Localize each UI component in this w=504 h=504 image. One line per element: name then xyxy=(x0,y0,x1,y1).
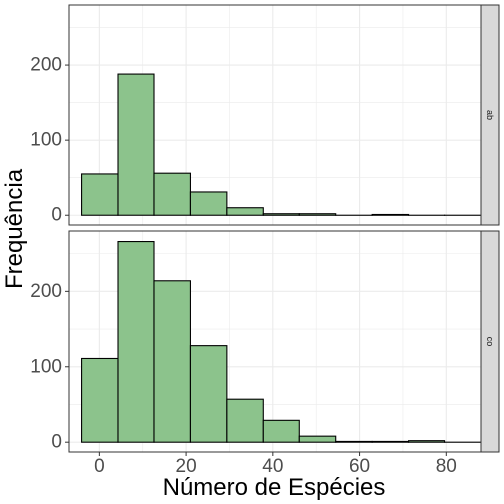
histogram-bar xyxy=(153,280,191,443)
histogram-bar xyxy=(298,435,337,443)
x-axis-title: Número de Espécies xyxy=(163,474,386,501)
x-tick-label: 80 xyxy=(436,456,457,477)
histogram-bar xyxy=(153,172,191,216)
y-tick-label: 200 xyxy=(30,281,62,302)
facet-panels: ab 0 100 200 co 0 100 200 0 20 40 60 80 xyxy=(30,4,500,477)
histogram-bar xyxy=(262,419,300,443)
y-tick-label: 200 xyxy=(30,55,62,76)
histogram-bar xyxy=(81,173,119,216)
y-tick-label: 0 xyxy=(51,205,62,226)
x-tick-label: 40 xyxy=(262,456,283,477)
x-tick-label: 20 xyxy=(176,456,197,477)
y-tick-label: 0 xyxy=(51,432,62,453)
x-tick-label: 60 xyxy=(349,456,370,477)
facet-strip xyxy=(480,230,500,453)
histogram-bar xyxy=(298,213,337,216)
y-tick-label: 100 xyxy=(30,356,62,377)
histogram-bar xyxy=(117,73,155,216)
y-tick-label: 100 xyxy=(30,130,62,151)
facet-strip xyxy=(480,4,500,226)
histogram-bar xyxy=(189,191,228,216)
facet-panel-ab: ab 0 100 200 xyxy=(30,4,500,226)
histogram-bar xyxy=(371,213,410,216)
x-tick-label: 0 xyxy=(94,456,105,477)
facet-strip-label: ab xyxy=(485,110,495,120)
histogram-bar xyxy=(81,357,119,443)
histogram-bar xyxy=(189,345,228,443)
histogram-bar xyxy=(262,213,300,216)
histogram-bar xyxy=(226,207,264,216)
histogram-bar xyxy=(335,440,373,443)
histogram-bar xyxy=(371,440,410,443)
y-axis-title: Frequência xyxy=(1,168,28,289)
histogram-bar xyxy=(117,241,155,443)
histogram-bar xyxy=(226,398,264,443)
histogram-bar xyxy=(408,440,446,443)
facet-panel-co: co 0 100 200 0 20 40 60 80 xyxy=(30,230,500,477)
facet-strip-label: co xyxy=(485,337,495,347)
